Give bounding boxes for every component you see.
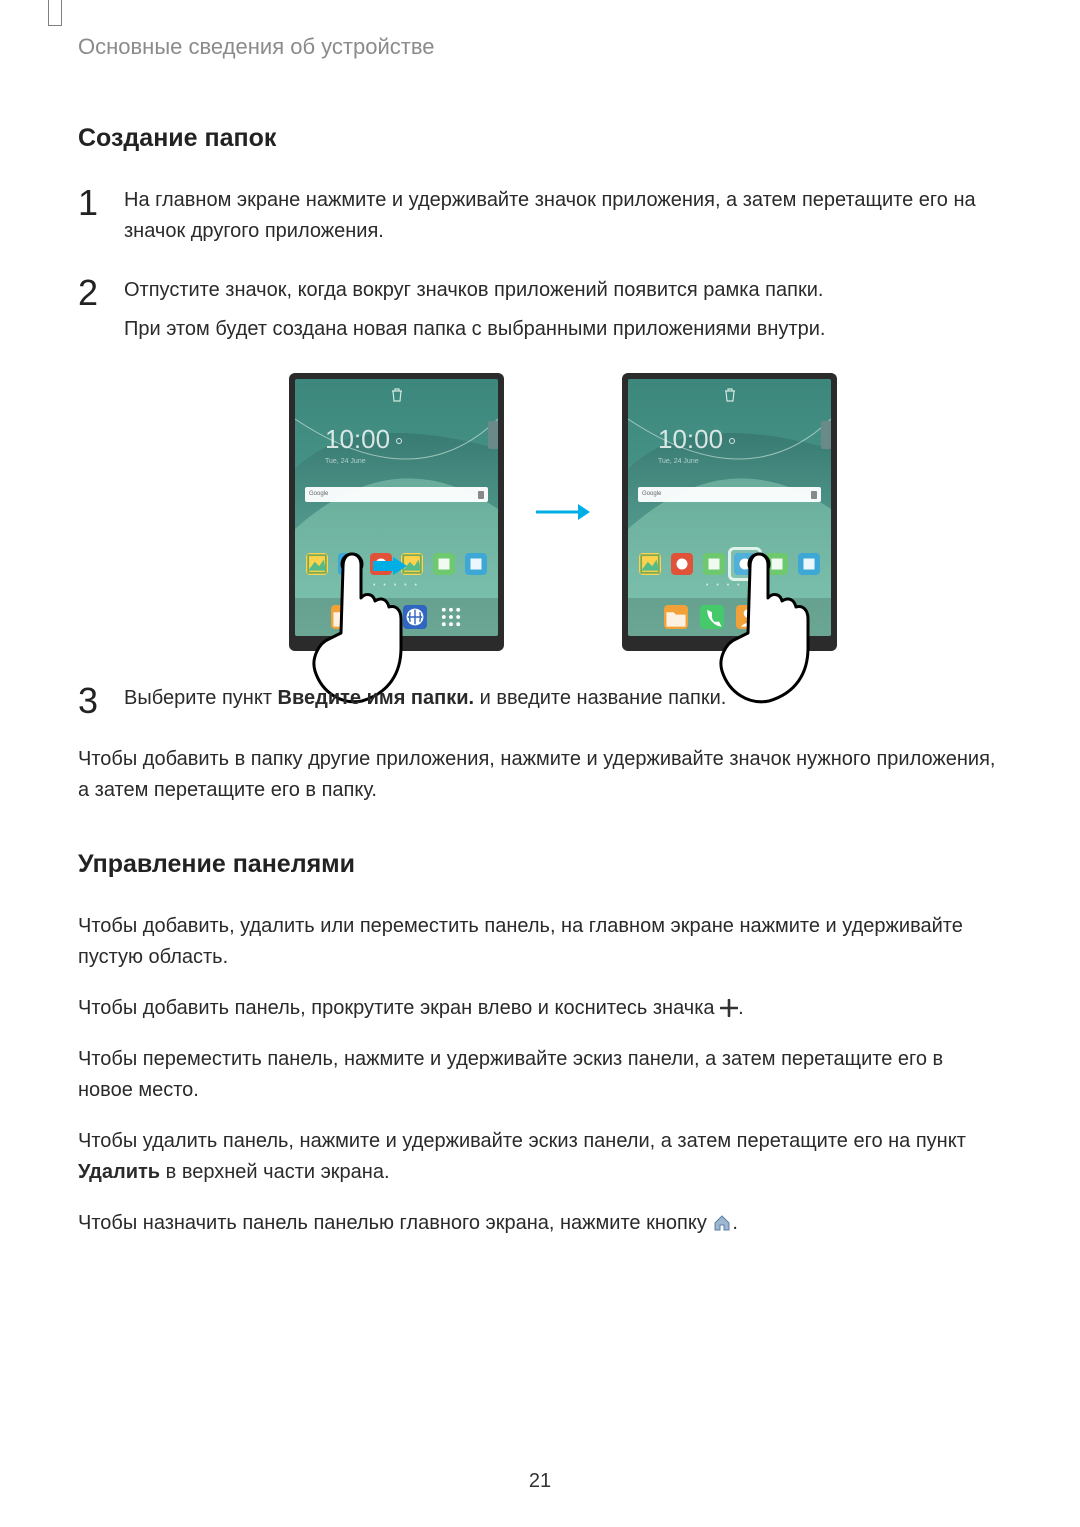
figure-row: 10:00 Tue, 24 June Google <box>124 373 1002 651</box>
panels-p3: Чтобы переместить панель, нажмите и удер… <box>78 1044 1002 1106</box>
mic-icon <box>478 491 484 499</box>
device-before: 10:00 Tue, 24 June Google <box>289 373 504 651</box>
app-icon <box>671 553 693 575</box>
search-bar: Google <box>305 487 488 502</box>
edge-tab <box>488 421 498 449</box>
clock-widget: 10:00 Tue, 24 June <box>325 419 402 468</box>
dock-before <box>295 598 498 636</box>
step-1: На главном экране нажмите и удерживайте … <box>78 185 1002 247</box>
dock-after <box>628 598 831 636</box>
app-icon <box>798 553 820 575</box>
clock-date: Tue, 24 June <box>658 457 735 468</box>
app-icon <box>664 605 688 629</box>
app-icon <box>736 605 760 629</box>
plus-icon <box>720 999 738 1017</box>
search-bar: Google <box>638 487 821 502</box>
app-icon <box>433 553 455 575</box>
heading-manage-panels: Управление панелями <box>78 850 1002 879</box>
trash-icon <box>724 381 736 412</box>
step-2-text-a: Отпустите значок, когда вокруг значков п… <box>124 275 1002 306</box>
app-icon <box>439 605 463 629</box>
page-number: 21 <box>0 1470 1080 1493</box>
step-3: Выберите пункт Введите имя папки. и введ… <box>78 683 1002 714</box>
panels-p1: Чтобы добавить, удалить или переместить … <box>78 911 1002 973</box>
step-2: Отпустите значок, когда вокруг значков п… <box>78 275 1002 651</box>
page-corner-tab <box>48 0 62 26</box>
drag-arrow-inline <box>373 557 407 575</box>
app-icon <box>766 553 788 575</box>
search-hint: Google <box>642 490 661 499</box>
edge-tab <box>821 421 831 449</box>
step-3-text: Выберите пункт Введите имя папки. и введ… <box>124 683 1002 714</box>
heading-create-folders: Создание папок <box>78 124 1002 153</box>
panels-p4: Чтобы удалить панель, нажмите и удержива… <box>78 1126 1002 1188</box>
new-folder-frame <box>728 547 762 581</box>
app-icon <box>338 553 360 575</box>
transition-arrow-icon <box>534 502 592 522</box>
app-icon <box>465 553 487 575</box>
search-hint: Google <box>309 490 328 499</box>
app-icon <box>639 553 661 575</box>
page-dots: • • • • • <box>295 581 498 592</box>
app-icon <box>772 605 796 629</box>
clock-time: 10:00 <box>325 424 390 454</box>
home-icon <box>712 1214 732 1232</box>
para-add-to-folder: Чтобы добавить в папку другие приложения… <box>78 744 1002 806</box>
step-1-text: На главном экране нажмите и удерживайте … <box>124 185 1002 247</box>
mic-icon <box>811 491 817 499</box>
app-icon <box>331 605 355 629</box>
app-icon <box>367 605 391 629</box>
panels-p2: Чтобы добавить панель, прокрутите экран … <box>78 993 1002 1024</box>
app-icon <box>306 553 328 575</box>
clock-date: Tue, 24 June <box>325 457 402 468</box>
step-2-text-b: При этом будет создана новая папка с выб… <box>124 314 1002 345</box>
page-content: Основные сведения об устройстве Создание… <box>0 0 1080 1239</box>
trash-icon <box>391 381 403 412</box>
steps-list: На главном экране нажмите и удерживайте … <box>78 185 1002 714</box>
app-icon <box>403 605 427 629</box>
app-icon <box>703 553 725 575</box>
panels-p5: Чтобы назначить панель панелью главного … <box>78 1208 1002 1239</box>
device-after: 10:00 Tue, 24 June Google • • • • • <box>622 373 837 651</box>
clock-time: 10:00 <box>658 424 723 454</box>
breadcrumb: Основные сведения об устройстве <box>78 34 1002 60</box>
clock-widget: 10:00 Tue, 24 June <box>658 419 735 468</box>
app-icon <box>700 605 724 629</box>
page-dots: • • • • • <box>628 581 831 592</box>
